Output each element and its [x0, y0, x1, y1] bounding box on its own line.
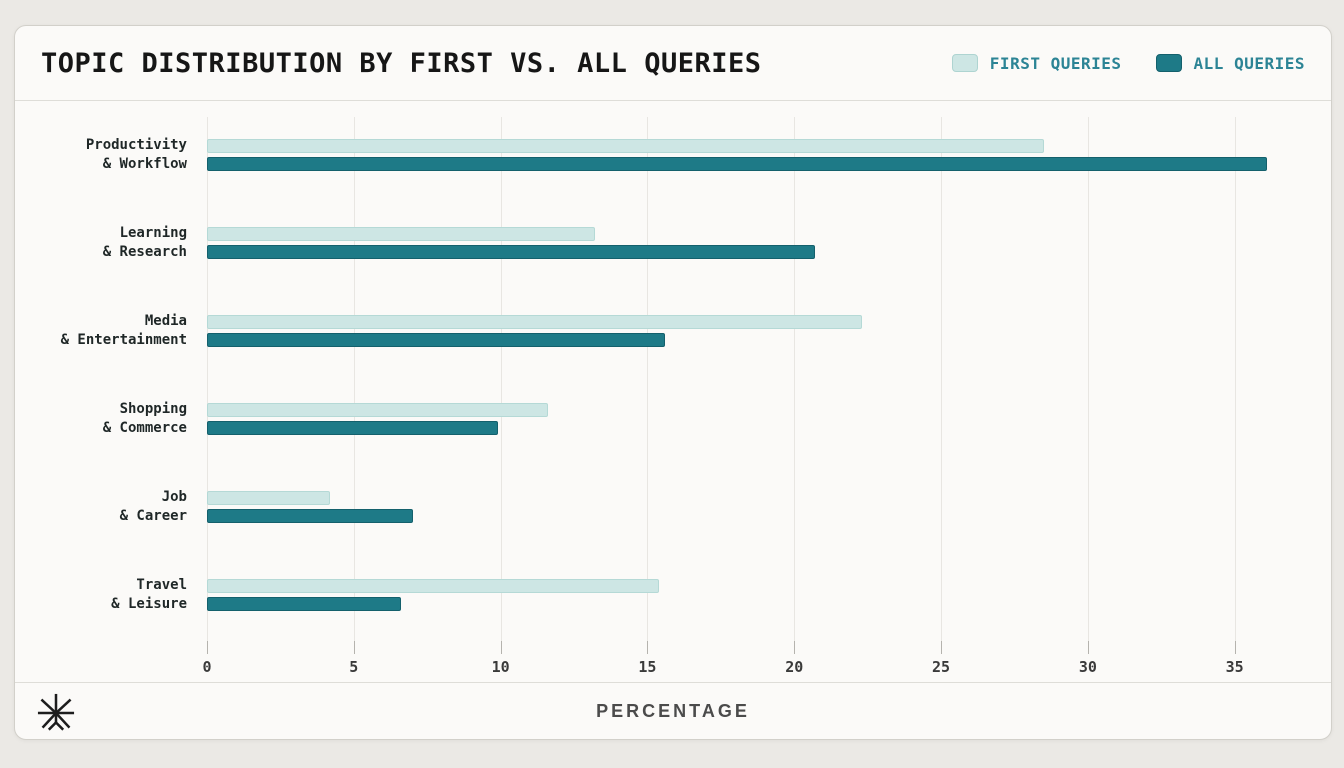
- x-tick-mark: [647, 641, 649, 654]
- x-tick-label: 0: [202, 658, 212, 676]
- x-tick-mark: [207, 641, 208, 654]
- bar-row: [207, 491, 1311, 523]
- x-tick-mark: [1087, 641, 1089, 654]
- gridline: [207, 117, 208, 646]
- legend-item-all-queries: ALL QUERIES: [1155, 53, 1305, 73]
- x-tick-mark: [1234, 641, 1236, 654]
- x-tick-mark: [941, 641, 943, 654]
- x-axis-title: PERCENTAGE: [596, 700, 750, 721]
- bar-row: [207, 227, 1311, 259]
- x-tick-label: 35: [1225, 658, 1244, 676]
- card-header: TOPIC DISTRIBUTION BY FIRST VS. ALL QUER…: [15, 26, 1331, 101]
- chart-body: 0 5 10 15 20 25 30 35 Productivity & Workflow Lea…: [15, 102, 1331, 682]
- x-tick-label: 10: [491, 658, 510, 676]
- x-tick-mark: [353, 641, 355, 654]
- bar-first-queries: [207, 403, 548, 417]
- gridline: [353, 117, 355, 646]
- bar-all-queries: [207, 157, 1267, 171]
- x-axis: 0 5 10 15 20 25 30 35: [202, 641, 1311, 686]
- plot-area: [207, 117, 1311, 646]
- bar-first-queries: [207, 227, 595, 241]
- category-label: Media & Entertainment: [60, 313, 187, 348]
- category-label: Learning & Research: [102, 225, 187, 260]
- card-footer: PERCENTAGE: [15, 682, 1331, 739]
- x-tick-mark: [500, 641, 502, 654]
- bar-all-queries: [207, 509, 413, 523]
- legend-item-first-queries: FIRST QUERIES: [951, 53, 1122, 73]
- bar-all-queries: [207, 333, 666, 347]
- bar-row: [207, 579, 1311, 611]
- gridline: [500, 117, 502, 646]
- x-tick-label: 20: [785, 658, 804, 676]
- category-label: Job & Career: [119, 489, 187, 524]
- bar-first-queries: [207, 139, 1044, 153]
- bar-first-queries: [207, 579, 660, 593]
- x-tick-label: 25: [932, 658, 951, 676]
- legend-label: FIRST QUERIES: [989, 53, 1122, 73]
- bar-row: [207, 315, 1311, 347]
- gridline: [647, 117, 649, 646]
- legend-label: ALL QUERIES: [1193, 53, 1305, 73]
- x-tick-label: 5: [349, 658, 359, 676]
- x-tick-label: 30: [1078, 658, 1097, 676]
- gridline: [794, 117, 796, 646]
- gridline: [941, 117, 943, 646]
- legend-swatch-icon: [951, 54, 978, 72]
- bar-row: [207, 139, 1311, 171]
- x-tick-mark: [794, 641, 796, 654]
- chart-title: TOPIC DISTRIBUTION BY FIRST VS. ALL QUER…: [41, 47, 762, 79]
- bar-first-queries: [207, 315, 862, 329]
- category-label: Shopping & Commerce: [102, 401, 187, 436]
- chart-card: TOPIC DISTRIBUTION BY FIRST VS. ALL QUER…: [14, 25, 1332, 740]
- bar-row: [207, 403, 1311, 435]
- bar-all-queries: [207, 245, 815, 259]
- bar-all-queries: [207, 421, 498, 435]
- legend: FIRST QUERIES ALL QUERIES: [951, 53, 1305, 73]
- starburst-icon: [37, 693, 75, 731]
- legend-swatch-icon: [1155, 54, 1182, 72]
- category-label: Productivity & Workflow: [85, 137, 187, 172]
- gridline: [1087, 117, 1089, 646]
- category-label: Travel & Leisure: [111, 577, 187, 612]
- x-tick-label: 15: [638, 658, 657, 676]
- bar-all-queries: [207, 597, 401, 611]
- bar-first-queries: [207, 491, 331, 505]
- gridline: [1234, 117, 1236, 646]
